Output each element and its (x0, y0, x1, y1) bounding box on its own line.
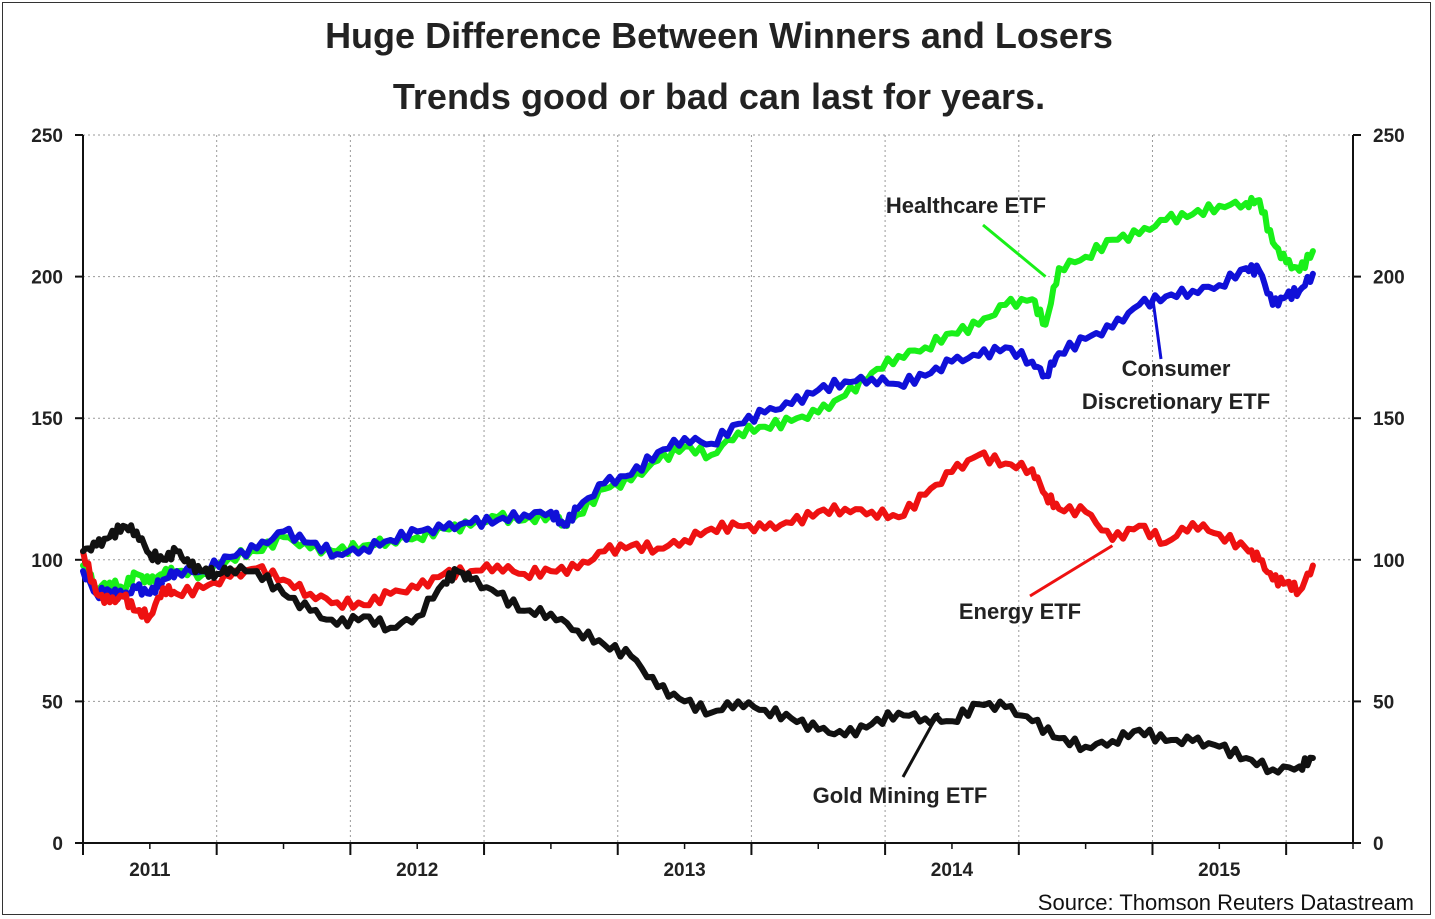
y-tick-label-left: 100 (31, 551, 63, 572)
x-tick-label: 2015 (1198, 860, 1241, 881)
annotations: Healthcare ETF Consumer Discretionary ETF E… (813, 193, 1271, 808)
y-tick-label-left: 50 (42, 692, 63, 713)
y-tick-label-right: 250 (1373, 126, 1405, 147)
x-tick-label: 2013 (663, 860, 705, 881)
line-chart: Huge Difference Between Winners and Lose… (31, 15, 1414, 915)
y-tick-label-right: 150 (1373, 409, 1405, 430)
chart-title: Huge Difference Between Winners and Lose… (325, 15, 1113, 56)
annotation-pointer (1150, 296, 1163, 360)
axes: 0 0 50 50 100 100 150 150 200 200 250 250 2011 2012 20… (31, 126, 1404, 881)
y-tick-label-left: 250 (31, 126, 63, 147)
annotation-label: Gold Mining ETF (813, 783, 988, 808)
series-line-energy-etf (80, 449, 1316, 624)
chart-subtitle: Trends good or bad can last for years. (393, 76, 1045, 117)
y-tick-label-left: 200 (31, 268, 63, 289)
y-tick-label-left: 150 (31, 409, 63, 430)
series-line-gold-mining-etf (80, 522, 1316, 776)
annotation-label: Discretionary ETF (1082, 389, 1270, 414)
source-note: Source: Thomson Reuters Datastream (1038, 890, 1414, 915)
annotation-pointer (1029, 544, 1114, 598)
y-tick-label-right: 200 (1373, 268, 1405, 289)
series-lines (80, 194, 1316, 776)
x-tick-label: 2014 (931, 860, 974, 881)
annotation-label: Healthcare ETF (886, 193, 1046, 218)
annotation-label: Energy ETF (959, 599, 1081, 624)
x-tick-label: 2011 (129, 860, 171, 881)
x-tick-label: 2012 (396, 860, 438, 881)
annotation-label: Consumer (1122, 356, 1231, 381)
y-tick-label-right: 100 (1373, 551, 1405, 572)
y-tick-label-right: 50 (1373, 692, 1394, 713)
annotation-pointer (901, 712, 940, 778)
y-tick-label-left: 0 (52, 834, 63, 855)
annotation-pointer (982, 223, 1047, 278)
series-line-consumer-discretionary-etf (80, 262, 1316, 603)
y-tick-label-right: 0 (1373, 834, 1384, 855)
